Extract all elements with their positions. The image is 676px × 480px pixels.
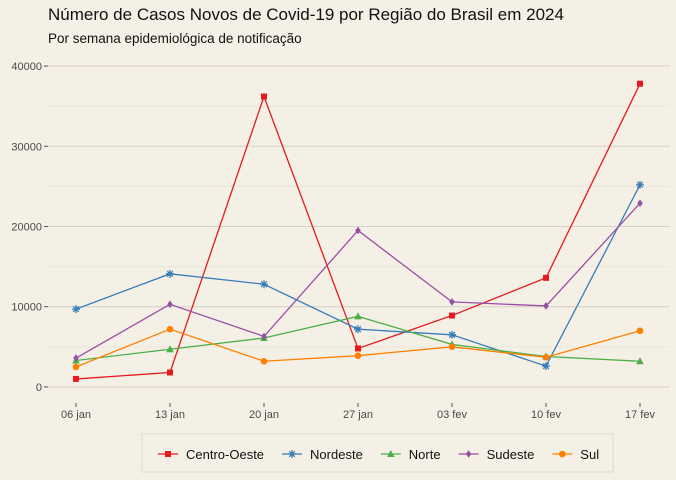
data-point-sul: [448, 343, 456, 351]
data-point-centro-oeste: [167, 369, 173, 376]
x-tick-label: 20 jan: [249, 409, 279, 421]
data-point-sudeste: [355, 226, 361, 235]
x-tick-label: 27 jan: [343, 409, 373, 421]
data-point-centro-oeste: [355, 345, 361, 352]
data-point-nordeste: [72, 305, 80, 314]
data-point-nordeste: [354, 325, 362, 334]
data-point-norte: [354, 312, 362, 320]
x-tick-label: 13 jan: [155, 409, 185, 421]
data-point-sudeste: [637, 199, 643, 208]
data-point-centro-oeste: [261, 93, 267, 100]
axis-ticks: 0 10000 20000 30000 40000 06 jan 13 jan 20 jan 2…: [11, 61, 655, 421]
x-tick-label: 17 fev: [625, 409, 655, 421]
data-point-centro-oeste: [73, 375, 79, 382]
series-layer: [72, 80, 644, 382]
legend: Centro-Oeste Nordeste Norte Sudeste Sul: [141, 433, 614, 473]
legend-key-marker: [288, 450, 297, 458]
grid: [48, 65, 670, 388]
data-point-centro-oeste: [543, 274, 549, 281]
legend-label: Nordeste: [310, 447, 363, 462]
legend-label: Centro-Oeste: [186, 447, 264, 462]
series-line-nordeste: [75, 184, 641, 367]
data-point-sudeste: [543, 302, 549, 310]
data-point-sudeste: [167, 300, 173, 309]
y-tick-label: 10000: [11, 302, 42, 314]
legend-label: Norte: [409, 447, 441, 462]
data-point-centro-oeste: [449, 312, 455, 319]
legend-box: [141, 433, 614, 473]
data-point-sul: [260, 357, 268, 365]
data-point-nordeste: [260, 280, 268, 289]
legend-key-marker: [558, 450, 566, 458]
data-point-nordeste: [636, 180, 644, 189]
legend-label: Sudeste: [487, 447, 535, 462]
legend-key-marker: [165, 451, 171, 457]
data-point-sul: [354, 352, 362, 359]
data-point-nordeste: [166, 269, 174, 278]
x-tick-label: 10 fev: [531, 409, 561, 421]
data-point-norte: [166, 345, 174, 353]
data-point-centro-oeste: [637, 80, 643, 87]
data-point-sul: [72, 363, 80, 371]
legend-label: Sul: [580, 447, 599, 462]
y-tick-label: 30000: [11, 141, 42, 153]
data-point-sul: [542, 353, 550, 361]
data-point-norte: [636, 357, 644, 365]
data-point-sul: [166, 325, 174, 333]
chart-title: Número de Casos Novos de Covid-19 por Re…: [48, 5, 564, 24]
x-tick-label: 06 jan: [61, 409, 91, 421]
legend-key-marker: [465, 450, 472, 458]
data-point-sudeste: [73, 354, 79, 362]
chart-subtitle: Por semana epidemiológica de notificação: [48, 31, 302, 46]
y-tick-label: 40000: [11, 61, 42, 73]
x-tick-label: 03 fev: [437, 409, 467, 421]
data-point-nordeste: [542, 362, 550, 371]
y-tick-label: 0: [36, 382, 42, 394]
y-tick-label: 20000: [11, 221, 42, 233]
data-point-sudeste: [449, 298, 455, 306]
legend-key-marker: [386, 450, 395, 457]
data-point-nordeste: [448, 330, 456, 339]
data-point-sudeste: [261, 332, 267, 341]
data-point-sul: [636, 327, 644, 335]
